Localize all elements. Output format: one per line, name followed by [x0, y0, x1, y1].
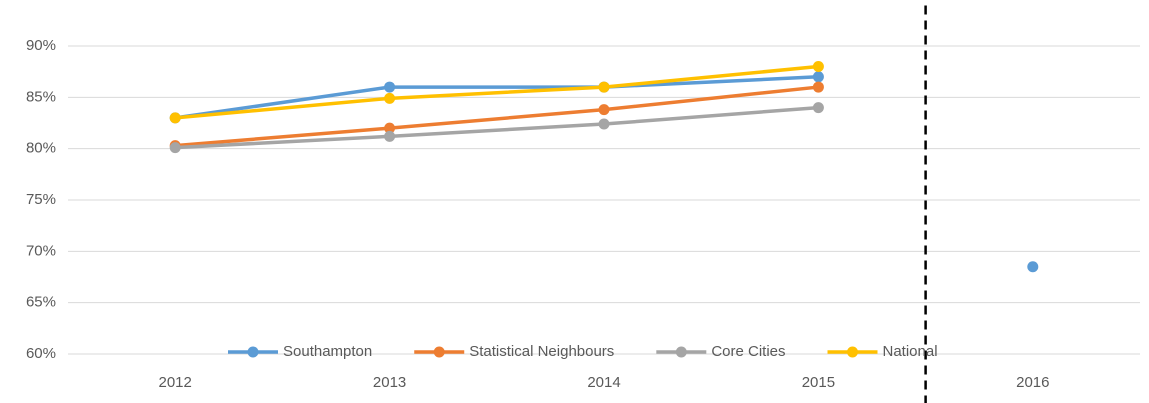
data-point	[384, 130, 396, 142]
data-point	[598, 118, 610, 130]
y-tick-label: 80%	[26, 140, 56, 157]
x-tick-label: 2015	[802, 374, 835, 391]
legend-marker	[433, 346, 445, 358]
data-point	[812, 71, 824, 83]
legend-label: National	[883, 343, 938, 360]
y-tick-label: 85%	[26, 88, 56, 105]
data-point	[384, 92, 396, 104]
x-tick-label: 2013	[373, 374, 406, 391]
series-line	[174, 75, 819, 120]
y-tick-label: 70%	[26, 242, 56, 259]
data-point	[598, 104, 610, 116]
legend-marker	[847, 346, 858, 358]
legend-label: Statistical Neighbours	[469, 343, 614, 360]
data-point	[812, 102, 824, 114]
series-line	[175, 64, 819, 120]
series-line	[175, 105, 819, 150]
data-point	[384, 81, 396, 93]
series-line	[175, 85, 819, 148]
y-tick-label: 65%	[26, 294, 56, 311]
data-point	[812, 61, 824, 73]
data-point	[169, 112, 181, 124]
data-point	[169, 142, 181, 154]
x-tick-label: 2016	[1016, 374, 1049, 391]
y-tick-label: 75%	[26, 191, 56, 208]
legend-label: Core Cities	[711, 343, 785, 360]
legend-marker	[247, 346, 259, 358]
x-tick-label: 2014	[587, 374, 620, 391]
data-point	[384, 122, 396, 134]
data-point	[598, 81, 610, 93]
data-point	[812, 81, 824, 93]
y-tick-label: 90%	[26, 37, 56, 54]
x-tick-label: 2012	[159, 374, 192, 391]
legend-label: Southampton	[283, 343, 372, 360]
y-tick-label: 60%	[26, 345, 56, 362]
legend-marker	[675, 346, 687, 358]
data-point	[1027, 261, 1039, 273]
